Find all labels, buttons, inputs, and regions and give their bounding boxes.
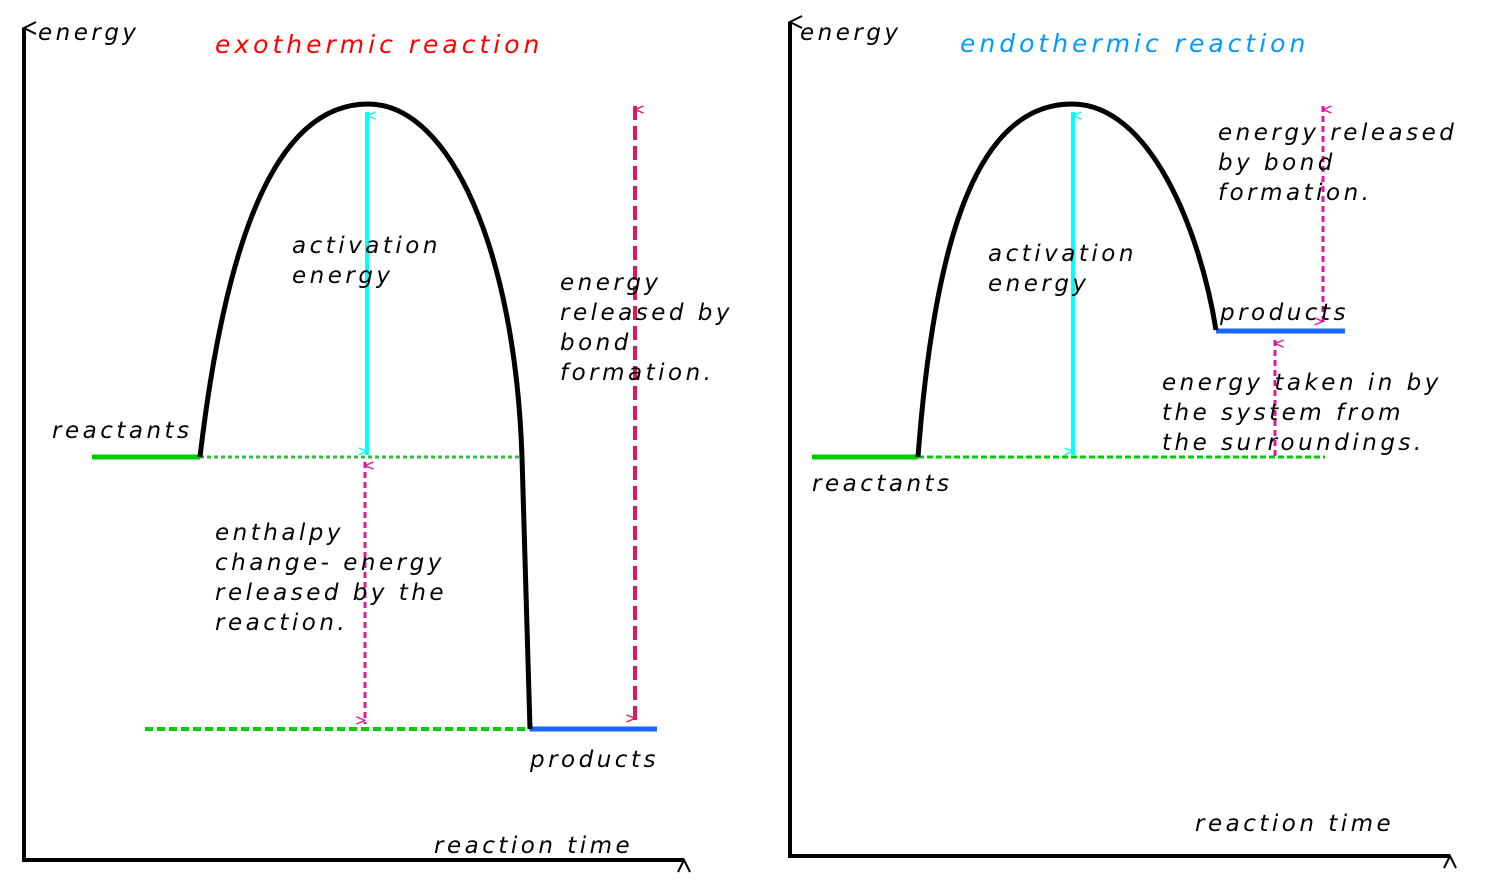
enthalpy-change-label: enthalpy change- energy released by the …	[215, 520, 458, 636]
energy-curve	[915, 101, 1219, 458]
activation-energy-label: activation energy	[292, 233, 452, 289]
y-axis-label: energy	[800, 20, 902, 46]
activation-energy-label: activation energy	[988, 241, 1148, 297]
x-axis-label: reaction time	[1195, 811, 1394, 837]
energy-curve	[197, 101, 533, 730]
reactants-label: reactants	[52, 418, 193, 444]
diagram-title: exothermic reaction	[215, 30, 543, 59]
energy-taken-in-label: energy taken in by the system from the s…	[1162, 370, 1453, 456]
exothermic-diagram: energy reaction time exothermic reaction…	[22, 20, 744, 862]
products-label: products	[1219, 300, 1349, 326]
reactants-label: reactants	[812, 471, 953, 497]
products-label: products	[529, 747, 659, 773]
x-axis-label: reaction time	[434, 833, 633, 859]
diagram-title: endothermic reaction	[960, 29, 1309, 58]
bond-formation-label: energy released by bond formation.	[1218, 120, 1468, 206]
y-axis-label: energy	[38, 20, 140, 46]
endothermic-diagram: energy reaction time endothermic reactio…	[788, 20, 1468, 858]
bond-formation-label: energy released by bond formation.	[560, 270, 744, 386]
